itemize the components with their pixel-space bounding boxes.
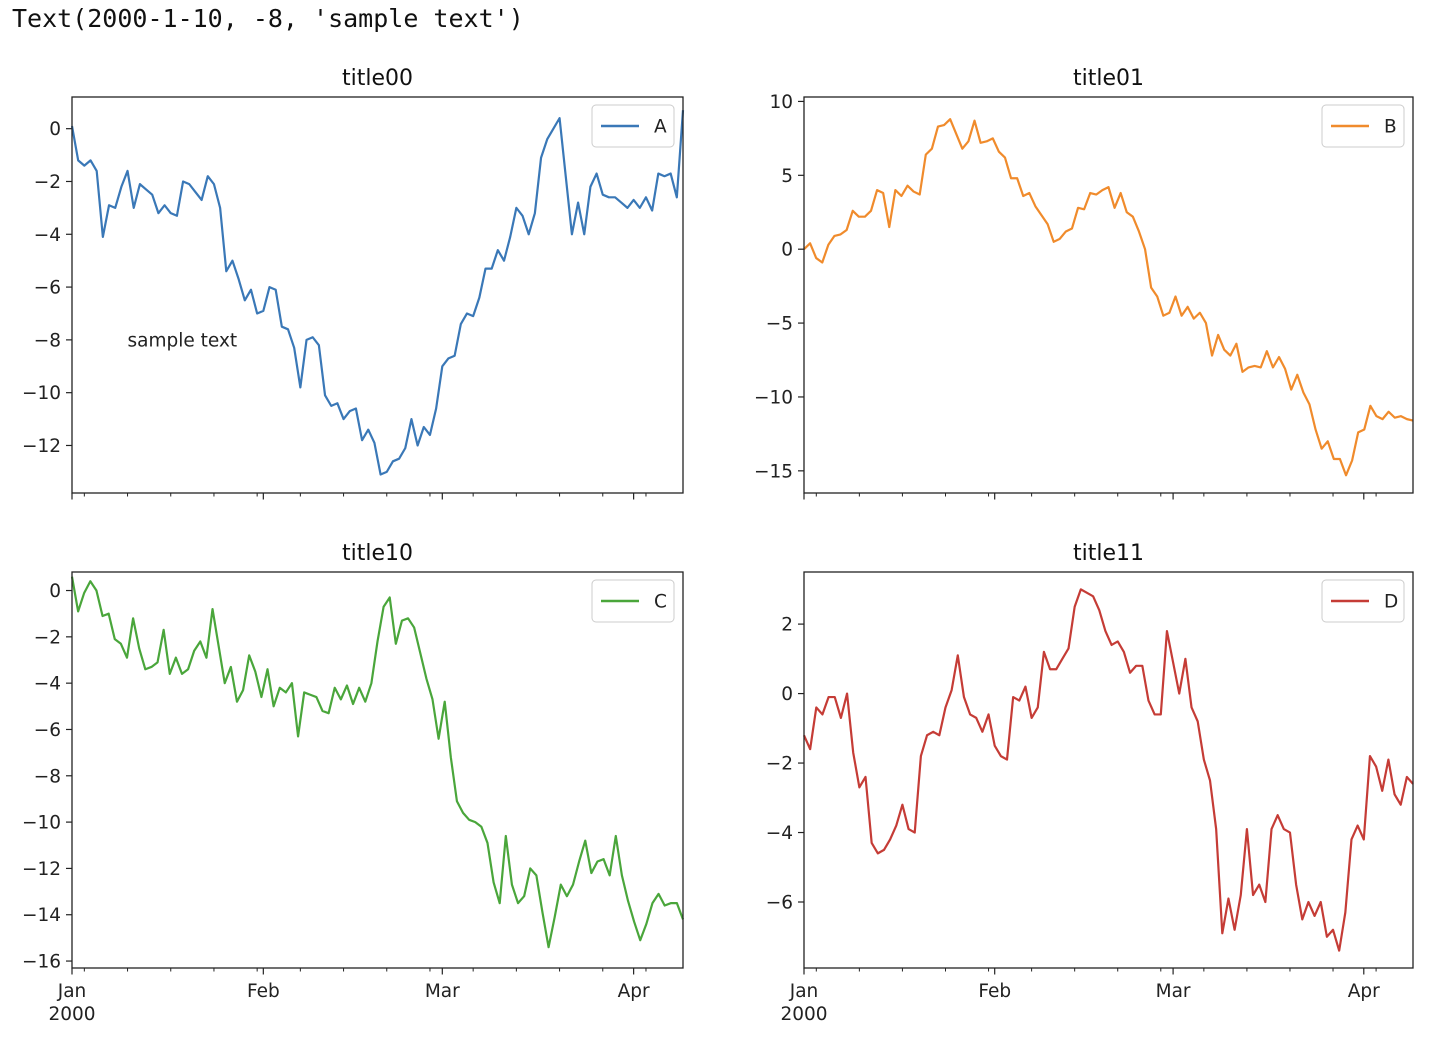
x-tick-label: Apr — [618, 981, 650, 1002]
legend: C — [591, 579, 675, 623]
y-tick-label: −2 — [34, 627, 61, 648]
x-tick-label: Feb — [247, 981, 280, 1002]
series-line-B — [803, 118, 1414, 477]
y-tick-label: −12 — [22, 859, 61, 880]
y-tick-label: 0 — [781, 684, 793, 705]
legend: A — [591, 104, 675, 148]
y-tick-label: −5 — [766, 314, 793, 335]
y-tick-label: 0 — [49, 119, 61, 140]
y-tick-label: −15 — [754, 461, 793, 482]
y-tick-label: 0 — [781, 240, 793, 261]
y-tick-label: −14 — [22, 905, 61, 926]
axes-frame — [803, 571, 1414, 969]
y-tick-label: −2 — [34, 172, 61, 193]
y-tick-label: −10 — [22, 383, 61, 404]
subplot-title: title10 — [342, 541, 413, 566]
y-tick-label: 5 — [781, 166, 793, 187]
subplot-title: title00 — [342, 66, 413, 91]
y-tick-label: −10 — [754, 387, 793, 408]
y-tick-label: −4 — [34, 674, 61, 695]
series-line-A — [70, 110, 685, 476]
y-tick-label: −8 — [34, 766, 61, 787]
legend-label: A — [654, 117, 667, 138]
x-tick-label: Mar — [1156, 981, 1191, 1002]
legend: D — [1321, 579, 1405, 623]
y-tick-label: −6 — [766, 893, 793, 914]
x-tick-label: Feb — [978, 981, 1011, 1002]
legend-label: D — [1384, 592, 1398, 613]
subplot-title00: title00 0 −2 −4 −6 −8 −10 −12 sample text A — [22, 66, 685, 500]
annotation-text: sample text — [128, 330, 238, 351]
y-tick-label: 0 — [49, 581, 61, 602]
y-tick-label: −2 — [766, 754, 793, 775]
y-tick-label: −16 — [22, 952, 61, 973]
legend: B — [1321, 104, 1405, 148]
subplot-title: title11 — [1073, 541, 1144, 566]
axes-frame — [803, 96, 1414, 494]
y-tick-label: −6 — [34, 720, 61, 741]
y-tick-label: 10 — [769, 92, 793, 113]
cell-output-text: Text(2000-1-10, -8, 'sample text') — [12, 4, 524, 33]
x-tick-label: Apr — [1348, 981, 1380, 1002]
legend-label: B — [1384, 117, 1397, 138]
x-year-label: 2000 — [48, 1004, 95, 1025]
legend-label: C — [654, 592, 667, 613]
y-tick-label: 2 — [781, 615, 793, 636]
x-year-label: 2000 — [780, 1004, 827, 1025]
x-tick-label: Jan — [789, 981, 819, 1002]
series-line-D — [802, 588, 1414, 952]
y-tick-label: −4 — [34, 225, 61, 246]
y-tick-label: −8 — [34, 330, 61, 351]
x-tick-label: Mar — [425, 981, 460, 1002]
axes-frame — [71, 571, 684, 969]
y-tick-label: −6 — [34, 278, 61, 299]
y-tick-label: −10 — [22, 813, 61, 834]
subplot-title: title01 — [1073, 66, 1144, 91]
y-tick-label: −12 — [22, 436, 61, 457]
axes-frame — [71, 96, 684, 494]
series-line-C — [70, 576, 685, 949]
y-tick-label: −4 — [766, 823, 793, 844]
subplot-title01: title01 10 5 0 −5 −10 −15 B — [754, 66, 1414, 500]
x-tick-label: Jan — [57, 981, 87, 1002]
